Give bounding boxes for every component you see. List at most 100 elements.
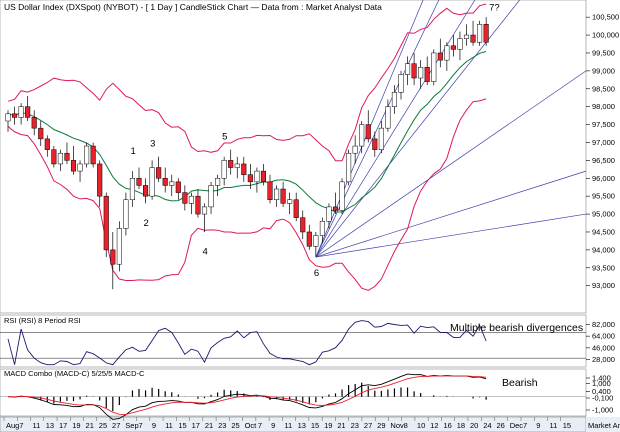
- y-tick-label: 94,000: [592, 245, 615, 254]
- candle: [77, 163, 83, 172]
- candle: [12, 113, 18, 118]
- rsi-tick-label: 64,000: [592, 332, 615, 341]
- candle: [84, 145, 90, 165]
- date-label: 7: [258, 421, 262, 430]
- date-label: 19: [72, 421, 80, 430]
- candle: [64, 152, 70, 161]
- candle: [254, 170, 260, 183]
- candle: [110, 249, 116, 265]
- candle: [352, 145, 358, 154]
- wave-label: 2: [144, 218, 149, 229]
- candle: [424, 67, 430, 82]
- candles: [5, 17, 489, 290]
- fan-line: [315, 170, 587, 258]
- candle: [57, 152, 63, 165]
- date-label: 11: [284, 421, 292, 430]
- date-label: 24: [483, 421, 491, 430]
- candle: [437, 52, 443, 61]
- candle: [411, 63, 417, 79]
- candle: [136, 178, 142, 186]
- candle: [123, 199, 129, 229]
- candle: [97, 163, 103, 197]
- candle: [51, 149, 57, 165]
- date-label: 9: [271, 421, 275, 430]
- date-label: Nov: [390, 421, 404, 430]
- candle: [483, 24, 489, 43]
- rsi-title: RSI (RSI) 8 Period RSI: [4, 316, 81, 325]
- y-tick-label: 96,000: [592, 174, 615, 183]
- candle: [116, 228, 122, 265]
- y-tick-label: 99,500: [592, 48, 615, 57]
- moving-average: [7, 51, 487, 213]
- candle: [201, 206, 208, 215]
- date-label: 12: [430, 421, 438, 430]
- date-label: 27: [364, 421, 372, 430]
- candle: [208, 185, 214, 208]
- candle: [332, 206, 339, 211]
- candle: [300, 217, 306, 233]
- candle: [398, 74, 404, 93]
- macd-panel-frame: [0, 368, 587, 417]
- bollinger-bands: [7, 3, 487, 291]
- candle: [326, 206, 332, 222]
- candle: [457, 38, 463, 50]
- date-label: 17: [59, 421, 67, 430]
- macd-annotation: Bearish: [502, 377, 538, 389]
- candle: [241, 163, 247, 175]
- candle: [156, 167, 162, 179]
- candle: [346, 152, 352, 183]
- macd-tick-label: 1,400: [592, 374, 611, 383]
- candle: [418, 67, 424, 79]
- candle: [18, 106, 24, 118]
- date-label: 7: [19, 421, 23, 430]
- candle: [234, 163, 240, 168]
- y-tick-label: 98,000: [592, 102, 615, 111]
- date-label: 23: [351, 421, 359, 430]
- macd-tick-label: -0,100: [592, 394, 613, 403]
- candle: [149, 167, 155, 197]
- date-label: 7: [139, 421, 143, 430]
- candle: [470, 34, 476, 43]
- candle: [339, 181, 345, 211]
- candle: [391, 92, 397, 107]
- date-label: Aug: [6, 421, 19, 430]
- fan-line: [315, 0, 476, 258]
- date-label: 17: [192, 421, 200, 430]
- rsi-line: [7, 320, 487, 366]
- wave-labels: 1 2 3 4 5 6 7?: [130, 3, 499, 280]
- date-label: 7: [523, 421, 527, 430]
- candle: [169, 181, 175, 186]
- y-tick-label: 96,500: [592, 156, 615, 165]
- y-tick-label: 93,000: [592, 281, 615, 290]
- candle: [247, 174, 253, 183]
- y-tick-label: 97,500: [592, 120, 615, 129]
- candle: [293, 199, 299, 218]
- candle: [129, 178, 135, 201]
- y-tick-label: 95,500: [592, 192, 615, 201]
- y-tick-label: 97,000: [592, 138, 615, 147]
- fan-line: [315, 70, 587, 258]
- rsi-tick-label: 28,000: [592, 355, 615, 364]
- date-label: 21: [86, 421, 94, 430]
- candle: [182, 192, 188, 204]
- candle: [260, 170, 266, 183]
- date-label: 21: [337, 421, 345, 430]
- date-label: 9: [536, 421, 540, 430]
- candle: [90, 145, 96, 165]
- candle: [359, 124, 365, 147]
- bollinger-lower: [7, 98, 487, 291]
- candle: [31, 117, 37, 129]
- candle: [319, 220, 325, 236]
- date-label: Dec: [510, 421, 524, 430]
- candle: [372, 138, 378, 150]
- date-label: 29: [377, 421, 385, 430]
- candle: [38, 127, 44, 140]
- y-tick-label: 100,500: [592, 13, 619, 22]
- date-label: 25: [99, 421, 107, 430]
- fan-line: [315, 0, 440, 258]
- date-label: 13: [46, 421, 54, 430]
- candle: [44, 138, 50, 150]
- wave-label: 7?: [489, 3, 500, 14]
